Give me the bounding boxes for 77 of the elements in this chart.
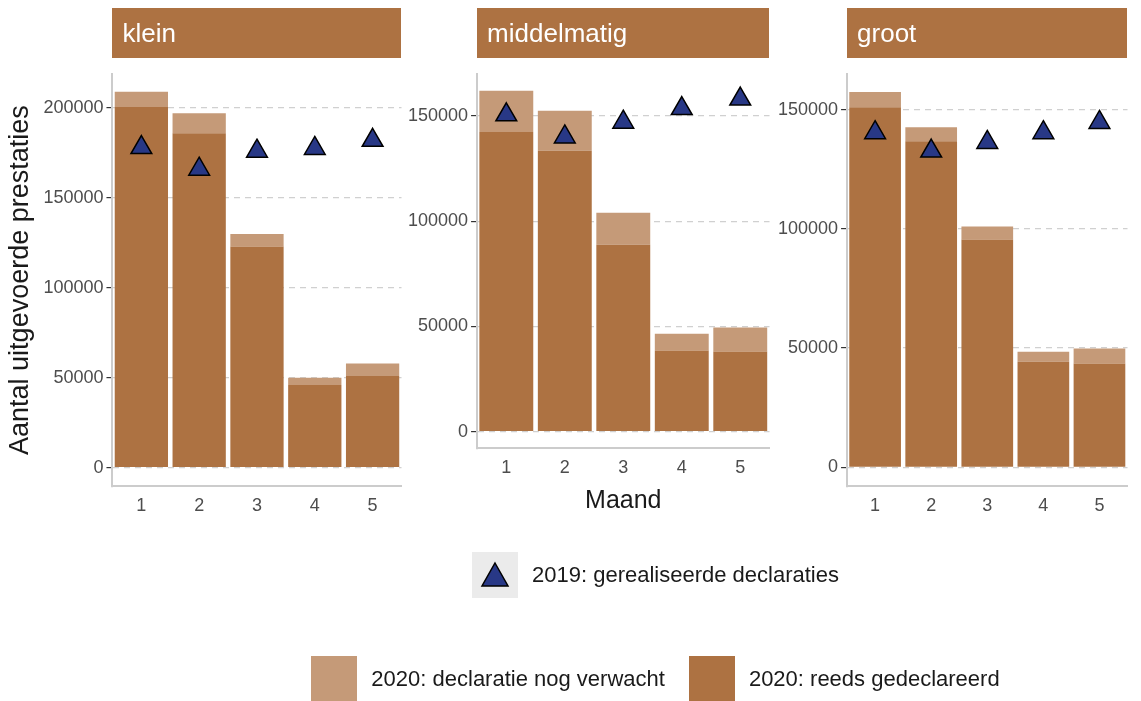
bar — [288, 377, 342, 385]
x-tick-label: 5 — [1094, 495, 1105, 516]
x-tick-label: 2 — [559, 457, 570, 478]
bar — [1073, 363, 1126, 467]
x-tick-label: 4 — [676, 457, 687, 478]
x-tick-label: 3 — [251, 495, 262, 516]
x-tick-label: 2 — [194, 495, 205, 516]
x-tick-label: 1 — [870, 495, 881, 516]
bar — [905, 127, 958, 142]
bar — [1017, 361, 1070, 467]
bar — [172, 133, 226, 468]
bar — [596, 244, 651, 431]
chart-title: middelmatig — [477, 8, 770, 58]
bar — [172, 113, 226, 134]
chart-title: klein — [112, 8, 402, 58]
bar — [114, 91, 169, 108]
bar — [905, 141, 958, 467]
y-tick-label: 100000 — [777, 217, 839, 238]
y-tick-label: 150000 — [777, 98, 839, 119]
x-tick-label: 3 — [982, 495, 993, 516]
bar — [288, 384, 342, 468]
x-tick-label: 1 — [501, 457, 512, 478]
bar — [230, 233, 284, 247]
x-tick-label: 2 — [926, 495, 937, 516]
x-tick-label: 3 — [618, 457, 629, 478]
bar — [537, 150, 592, 431]
bar — [961, 226, 1014, 240]
point — [303, 135, 326, 156]
y-tick-label: 0 — [458, 420, 469, 441]
y-tick-label: 100000 — [407, 210, 469, 231]
x-axis-title: Maand — [585, 484, 662, 513]
y-axis-title: Aantal uitgevoerde prestaties — [3, 105, 34, 455]
point — [976, 129, 999, 150]
x-tick-label: 5 — [367, 495, 378, 516]
point — [612, 109, 635, 129]
y-tick-label: 150000 — [43, 186, 104, 207]
point — [1032, 119, 1055, 140]
point — [130, 134, 153, 155]
x-tick-label: 4 — [309, 495, 320, 516]
point — [188, 156, 211, 176]
bar — [114, 107, 169, 468]
bar — [479, 131, 534, 431]
bar — [345, 363, 400, 376]
y-tick-label: 50000 — [418, 315, 469, 336]
point — [920, 138, 943, 158]
bar — [713, 351, 768, 431]
y-tick-label: 200000 — [43, 96, 104, 117]
y-tick-label: 150000 — [407, 104, 469, 125]
bar — [849, 91, 901, 108]
point — [245, 138, 269, 158]
x-tick-label: 1 — [136, 495, 147, 516]
point — [670, 95, 693, 116]
legend-label: 2020: reeds gedeclareerd — [748, 666, 1000, 692]
chart-title: groot — [847, 8, 1128, 58]
y-tick-label: 0 — [93, 456, 104, 477]
x-tick-label: 5 — [735, 457, 746, 478]
bar — [713, 327, 768, 352]
y-tick-label: 50000 — [788, 337, 839, 358]
y-tick-label: 100000 — [43, 276, 104, 297]
y-tick-label: 50000 — [53, 366, 104, 387]
bar — [654, 333, 709, 351]
bar — [654, 350, 709, 431]
point — [863, 119, 887, 140]
point — [729, 86, 752, 106]
bar — [230, 246, 284, 468]
bar — [961, 239, 1014, 467]
bar — [1073, 348, 1126, 364]
bar — [596, 212, 651, 245]
legend-label: 2020: declaratie nog verwacht — [371, 666, 665, 692]
legend-label: 2019: gerealiseerde declaraties — [532, 562, 839, 588]
bar — [1017, 351, 1070, 362]
point — [1088, 109, 1111, 130]
x-tick-label: 4 — [1038, 495, 1049, 516]
point — [361, 127, 384, 148]
bar — [849, 107, 901, 467]
y-tick-label: 0 — [828, 456, 839, 477]
bar — [345, 375, 400, 468]
